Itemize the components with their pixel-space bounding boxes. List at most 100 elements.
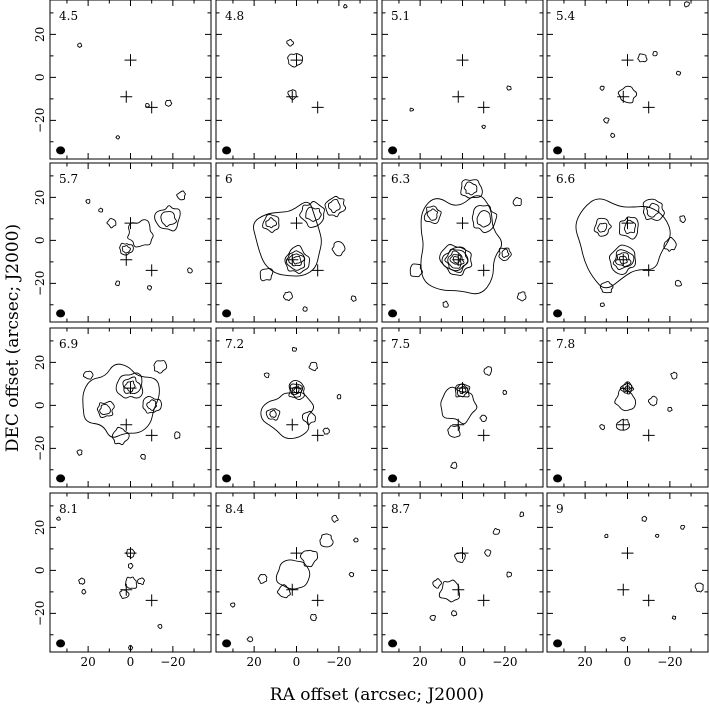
contour-line bbox=[663, 236, 677, 252]
contour-line bbox=[146, 399, 157, 411]
contour-line bbox=[597, 222, 608, 233]
axis-ticks bbox=[382, 163, 543, 322]
contour-line bbox=[647, 395, 658, 407]
beam-ellipse bbox=[56, 309, 66, 318]
panel-frame bbox=[215, 162, 378, 323]
position-marker-cross bbox=[311, 264, 324, 277]
contour-line bbox=[230, 602, 236, 608]
contour-line bbox=[438, 579, 461, 603]
contour-line bbox=[76, 449, 83, 456]
position-marker-cross bbox=[621, 54, 634, 67]
contour-line bbox=[115, 372, 144, 399]
beam-ellipse bbox=[553, 309, 563, 318]
contour-line bbox=[302, 306, 308, 312]
contour-line bbox=[263, 372, 270, 379]
contour-line bbox=[269, 409, 277, 418]
contour-group bbox=[599, 371, 678, 431]
contour-line bbox=[680, 524, 686, 530]
contour-line bbox=[119, 242, 134, 256]
contour-line bbox=[447, 250, 465, 269]
position-marker-cross bbox=[452, 583, 465, 596]
channel-panel: 8.4 20 0 −20 bbox=[215, 492, 378, 669]
position-marker-cross bbox=[642, 429, 655, 442]
y-tick-label: 0 bbox=[33, 402, 47, 410]
position-marker-cross bbox=[617, 253, 630, 266]
contour-line bbox=[106, 218, 117, 229]
channel-velocity-label: 6.6 bbox=[556, 172, 575, 186]
contour-line bbox=[456, 383, 469, 398]
contour-line bbox=[694, 582, 704, 593]
position-marker-cross bbox=[621, 382, 634, 395]
contour-line bbox=[253, 201, 322, 277]
beam-ellipse bbox=[388, 309, 398, 318]
position-marker-cross bbox=[120, 583, 133, 596]
contour-line bbox=[302, 410, 316, 426]
contour-line bbox=[291, 385, 303, 396]
position-marker-cross bbox=[286, 253, 299, 266]
position-marker-cross bbox=[642, 101, 655, 114]
y-tick-label: −20 bbox=[33, 271, 47, 296]
contour-line bbox=[599, 302, 605, 307]
panel-frame bbox=[381, 327, 544, 488]
axis-ticks bbox=[216, 0, 377, 159]
contour-line bbox=[676, 70, 682, 76]
position-marker-cross bbox=[311, 429, 324, 442]
panel-frame bbox=[215, 0, 378, 160]
contour-line bbox=[450, 610, 458, 617]
contour-line bbox=[575, 198, 671, 289]
contour-line bbox=[506, 85, 512, 91]
contour-line bbox=[127, 219, 154, 248]
contour-group bbox=[77, 42, 173, 140]
y-axis-title: DEC offset (arcsec; J2000) bbox=[3, 224, 23, 452]
position-marker-cross bbox=[452, 90, 465, 103]
contour-line bbox=[124, 576, 138, 589]
panel-frame bbox=[546, 0, 709, 160]
contour-line bbox=[331, 514, 339, 523]
contour-line bbox=[502, 389, 508, 396]
position-marker-cross bbox=[477, 429, 490, 442]
contour-group bbox=[230, 514, 359, 643]
contour-line bbox=[153, 360, 168, 374]
contour-line bbox=[620, 636, 626, 642]
contour-line bbox=[637, 53, 648, 63]
channel-panel: 9 20 0 −20 bbox=[546, 492, 709, 669]
contour-line bbox=[599, 85, 605, 91]
channel-velocity-label: 7.2 bbox=[225, 337, 244, 351]
y-tick-label: −20 bbox=[33, 108, 47, 133]
position-marker-cross bbox=[290, 382, 303, 395]
channel-panel: 5.1 bbox=[381, 0, 544, 160]
contour-line bbox=[140, 453, 146, 460]
contour-line bbox=[501, 248, 510, 258]
contour-line bbox=[157, 623, 163, 629]
position-marker-cross bbox=[124, 217, 137, 230]
contour-line bbox=[449, 254, 462, 266]
contour-line bbox=[142, 395, 162, 414]
x-tick-label: 0 bbox=[127, 655, 135, 669]
contour-line bbox=[288, 380, 305, 401]
contour-line bbox=[287, 89, 297, 100]
position-marker-cross bbox=[120, 418, 133, 431]
contour-line bbox=[654, 533, 660, 538]
contour-group bbox=[56, 516, 163, 651]
axis-ticks bbox=[547, 328, 708, 487]
contour-group bbox=[409, 179, 527, 308]
contour-line bbox=[604, 533, 609, 539]
y-tick-label: −20 bbox=[33, 601, 47, 626]
x-tick-label: 20 bbox=[246, 655, 261, 669]
contour-line bbox=[98, 207, 104, 213]
contour-line bbox=[350, 295, 357, 302]
channel-velocity-label: 6.3 bbox=[391, 172, 410, 186]
contour-line bbox=[492, 527, 501, 535]
position-marker-cross bbox=[286, 90, 299, 103]
contour-line bbox=[519, 511, 525, 518]
contour-line bbox=[674, 279, 682, 287]
contour-line bbox=[440, 386, 478, 425]
contour-line bbox=[618, 216, 639, 240]
contour-line bbox=[305, 206, 322, 222]
channel-panel: 6.3 bbox=[381, 162, 544, 323]
axis-ticks bbox=[216, 493, 377, 652]
axis-ticks bbox=[50, 493, 211, 652]
contour-group bbox=[599, 1, 690, 138]
contour-line bbox=[287, 53, 304, 68]
